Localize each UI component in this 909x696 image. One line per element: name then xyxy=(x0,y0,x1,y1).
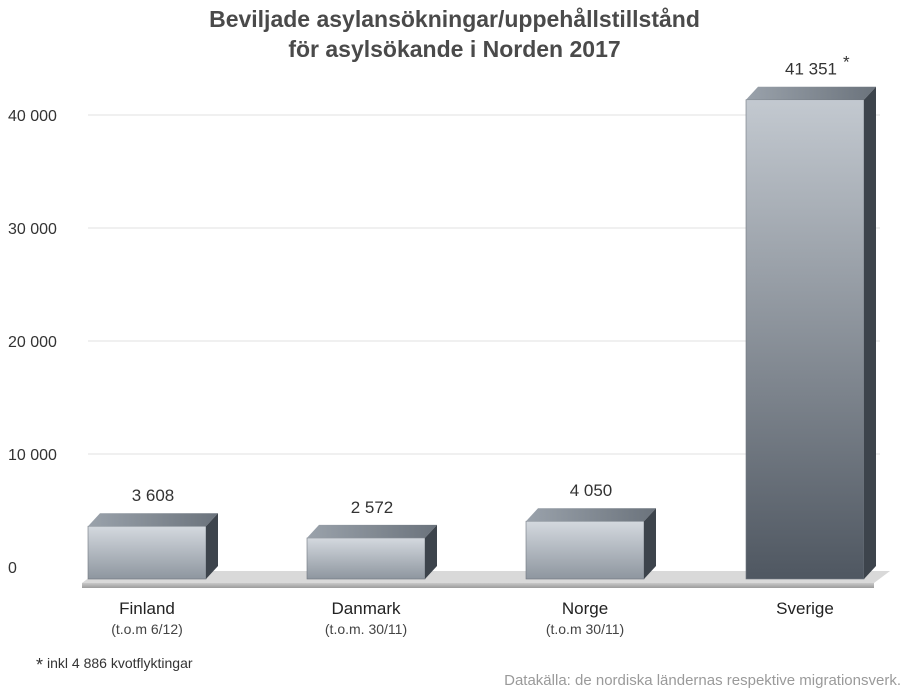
category-label: Sverige xyxy=(776,599,834,618)
chart-title-line-2: för asylsökande i Norden 2017 xyxy=(288,36,621,62)
bar-finland xyxy=(87,513,218,580)
value-mark: * xyxy=(843,53,850,72)
value-label: 4 050 xyxy=(570,481,613,500)
category-label: Norge xyxy=(562,599,608,618)
footnote-text: inkl 4 886 kvotflyktingar xyxy=(47,655,193,671)
chart-title-line-1: Beviljade asylansökningar/uppehållstills… xyxy=(209,6,700,32)
y-tick-label: 30 000 xyxy=(8,221,57,238)
bar-top xyxy=(307,524,437,538)
bar-top xyxy=(746,86,876,100)
y-tick-label: 0 xyxy=(8,560,17,577)
footnote: * inkl 4 886 kvotflyktingar xyxy=(36,655,193,676)
bar-front xyxy=(525,520,645,580)
bar-side xyxy=(206,513,218,579)
bar-side xyxy=(644,508,656,579)
floor-front xyxy=(82,583,874,588)
value-label: 3 608 xyxy=(132,486,175,505)
labels: 3 608 Finland (t.o.m 6/12) 2 572 Danmark (t.o… xyxy=(111,53,850,637)
bar-danmark xyxy=(306,524,437,580)
y-axis-ticks: 0 10 000 20 000 30 000 40 000 xyxy=(8,108,57,577)
bar-front xyxy=(745,99,865,580)
y-tick-label: 10 000 xyxy=(8,447,57,464)
bar-top xyxy=(526,508,656,522)
category-sublabel: (t.o.m. 30/11) xyxy=(325,621,407,637)
bar-side xyxy=(425,524,437,579)
floor-top xyxy=(82,571,890,583)
category-label: Danmark xyxy=(332,599,401,618)
bar-front xyxy=(306,537,426,580)
value-label: 2 572 xyxy=(351,498,394,517)
category-sublabel: (t.o.m 30/11) xyxy=(546,621,624,637)
category-sublabel: (t.o.m 6/12) xyxy=(111,621,183,637)
bar-side xyxy=(864,86,876,579)
source-note: Datakälla: de nordiska ländernas respekt… xyxy=(504,672,901,689)
bars xyxy=(87,86,876,580)
bar-norge xyxy=(525,508,656,580)
footnote-mark: * xyxy=(36,655,44,675)
chart-title: Beviljade asylansökningar/uppehållstills… xyxy=(0,4,909,64)
bar-sverige xyxy=(745,86,876,580)
y-tick-label: 20 000 xyxy=(8,334,57,351)
value-label: 41 351 xyxy=(785,60,837,79)
y-tick-label: 40 000 xyxy=(8,108,57,125)
category-label: Finland xyxy=(119,599,175,618)
bar-front xyxy=(87,525,207,580)
chart-floor xyxy=(82,571,890,588)
bar-top xyxy=(88,513,218,527)
